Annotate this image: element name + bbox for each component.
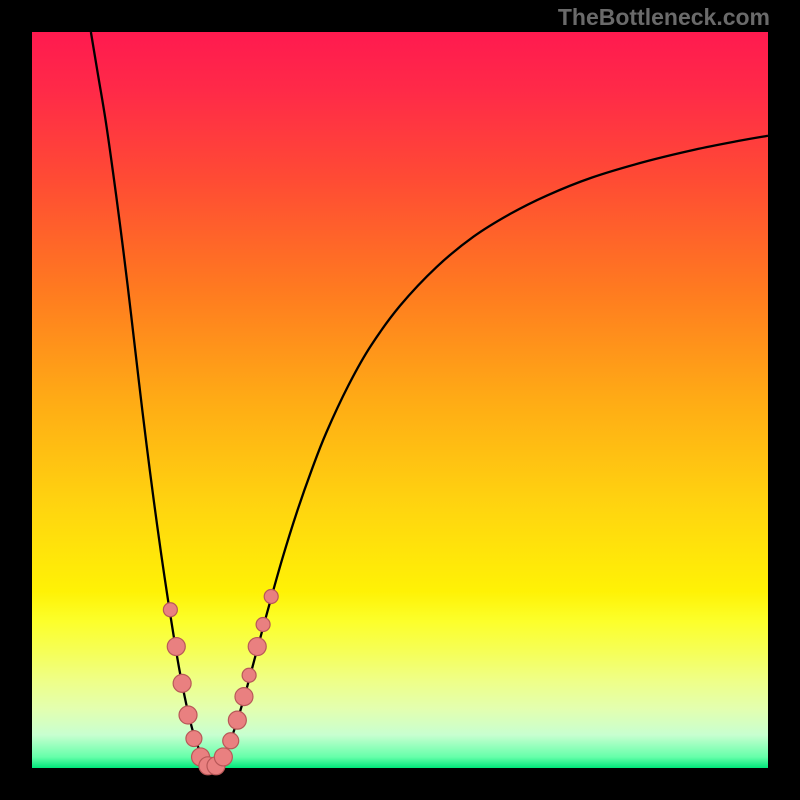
plot-svg	[0, 0, 800, 800]
bottleneck-curve-right	[212, 136, 768, 768]
data-marker	[167, 638, 185, 656]
data-marker	[264, 590, 278, 604]
data-marker	[228, 711, 246, 729]
data-marker	[235, 688, 253, 706]
bottleneck-curve-left	[91, 32, 212, 768]
data-marker	[163, 603, 177, 617]
data-marker	[186, 731, 202, 747]
data-marker	[256, 617, 270, 631]
data-marker	[242, 668, 256, 682]
data-marker	[248, 638, 266, 656]
data-markers-group	[163, 590, 278, 775]
data-marker	[223, 733, 239, 749]
data-marker	[214, 748, 232, 766]
chart-root: TheBottleneck.com	[0, 0, 800, 800]
data-marker	[173, 674, 191, 692]
data-marker	[179, 706, 197, 724]
watermark-label: TheBottleneck.com	[558, 4, 770, 31]
